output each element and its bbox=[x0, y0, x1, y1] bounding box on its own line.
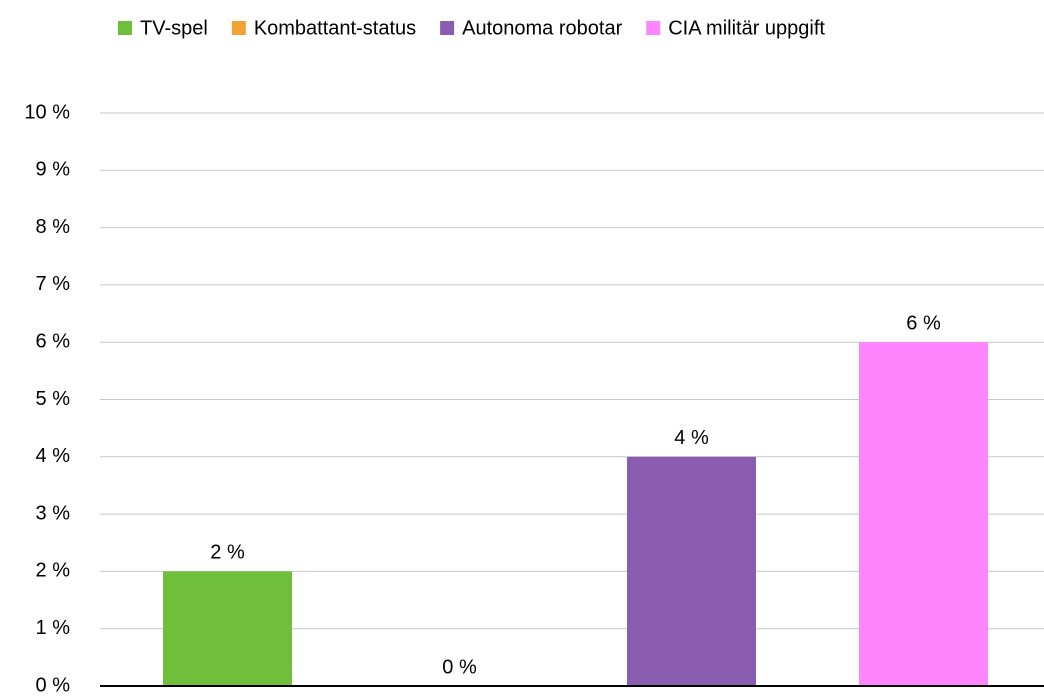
value-label: 4 % bbox=[674, 427, 709, 449]
legend-label: TV-spel bbox=[140, 17, 208, 39]
legend-swatch bbox=[231, 21, 246, 35]
bar bbox=[859, 342, 988, 686]
value-label: 2 % bbox=[210, 542, 245, 564]
legend-label: Kombattant-status bbox=[254, 17, 416, 39]
y-tick-label: 0 % bbox=[36, 674, 71, 696]
legend-swatch bbox=[646, 21, 661, 35]
legend-swatch bbox=[118, 21, 132, 35]
legend-label: Autonoma robotar bbox=[462, 17, 622, 39]
legend-label: CIA militär uppgift bbox=[668, 17, 825, 39]
bar bbox=[163, 571, 292, 686]
y-tick-label: 4 % bbox=[36, 445, 71, 467]
y-tick-label: 2 % bbox=[36, 560, 71, 582]
bar bbox=[627, 456, 756, 686]
legend-swatch bbox=[440, 21, 455, 35]
y-tick-label: 5 % bbox=[36, 388, 71, 410]
value-label: 6 % bbox=[906, 312, 941, 334]
y-tick-label: 9 % bbox=[36, 159, 71, 181]
y-tick-label: 7 % bbox=[36, 273, 71, 295]
y-tick-label: 10 % bbox=[24, 101, 70, 123]
y-tick-label: 3 % bbox=[36, 502, 71, 524]
value-label: 0 % bbox=[442, 656, 477, 678]
y-tick-label: 6 % bbox=[36, 330, 71, 352]
y-tick-label: 1 % bbox=[36, 617, 71, 639]
y-tick-label: 8 % bbox=[36, 216, 71, 238]
